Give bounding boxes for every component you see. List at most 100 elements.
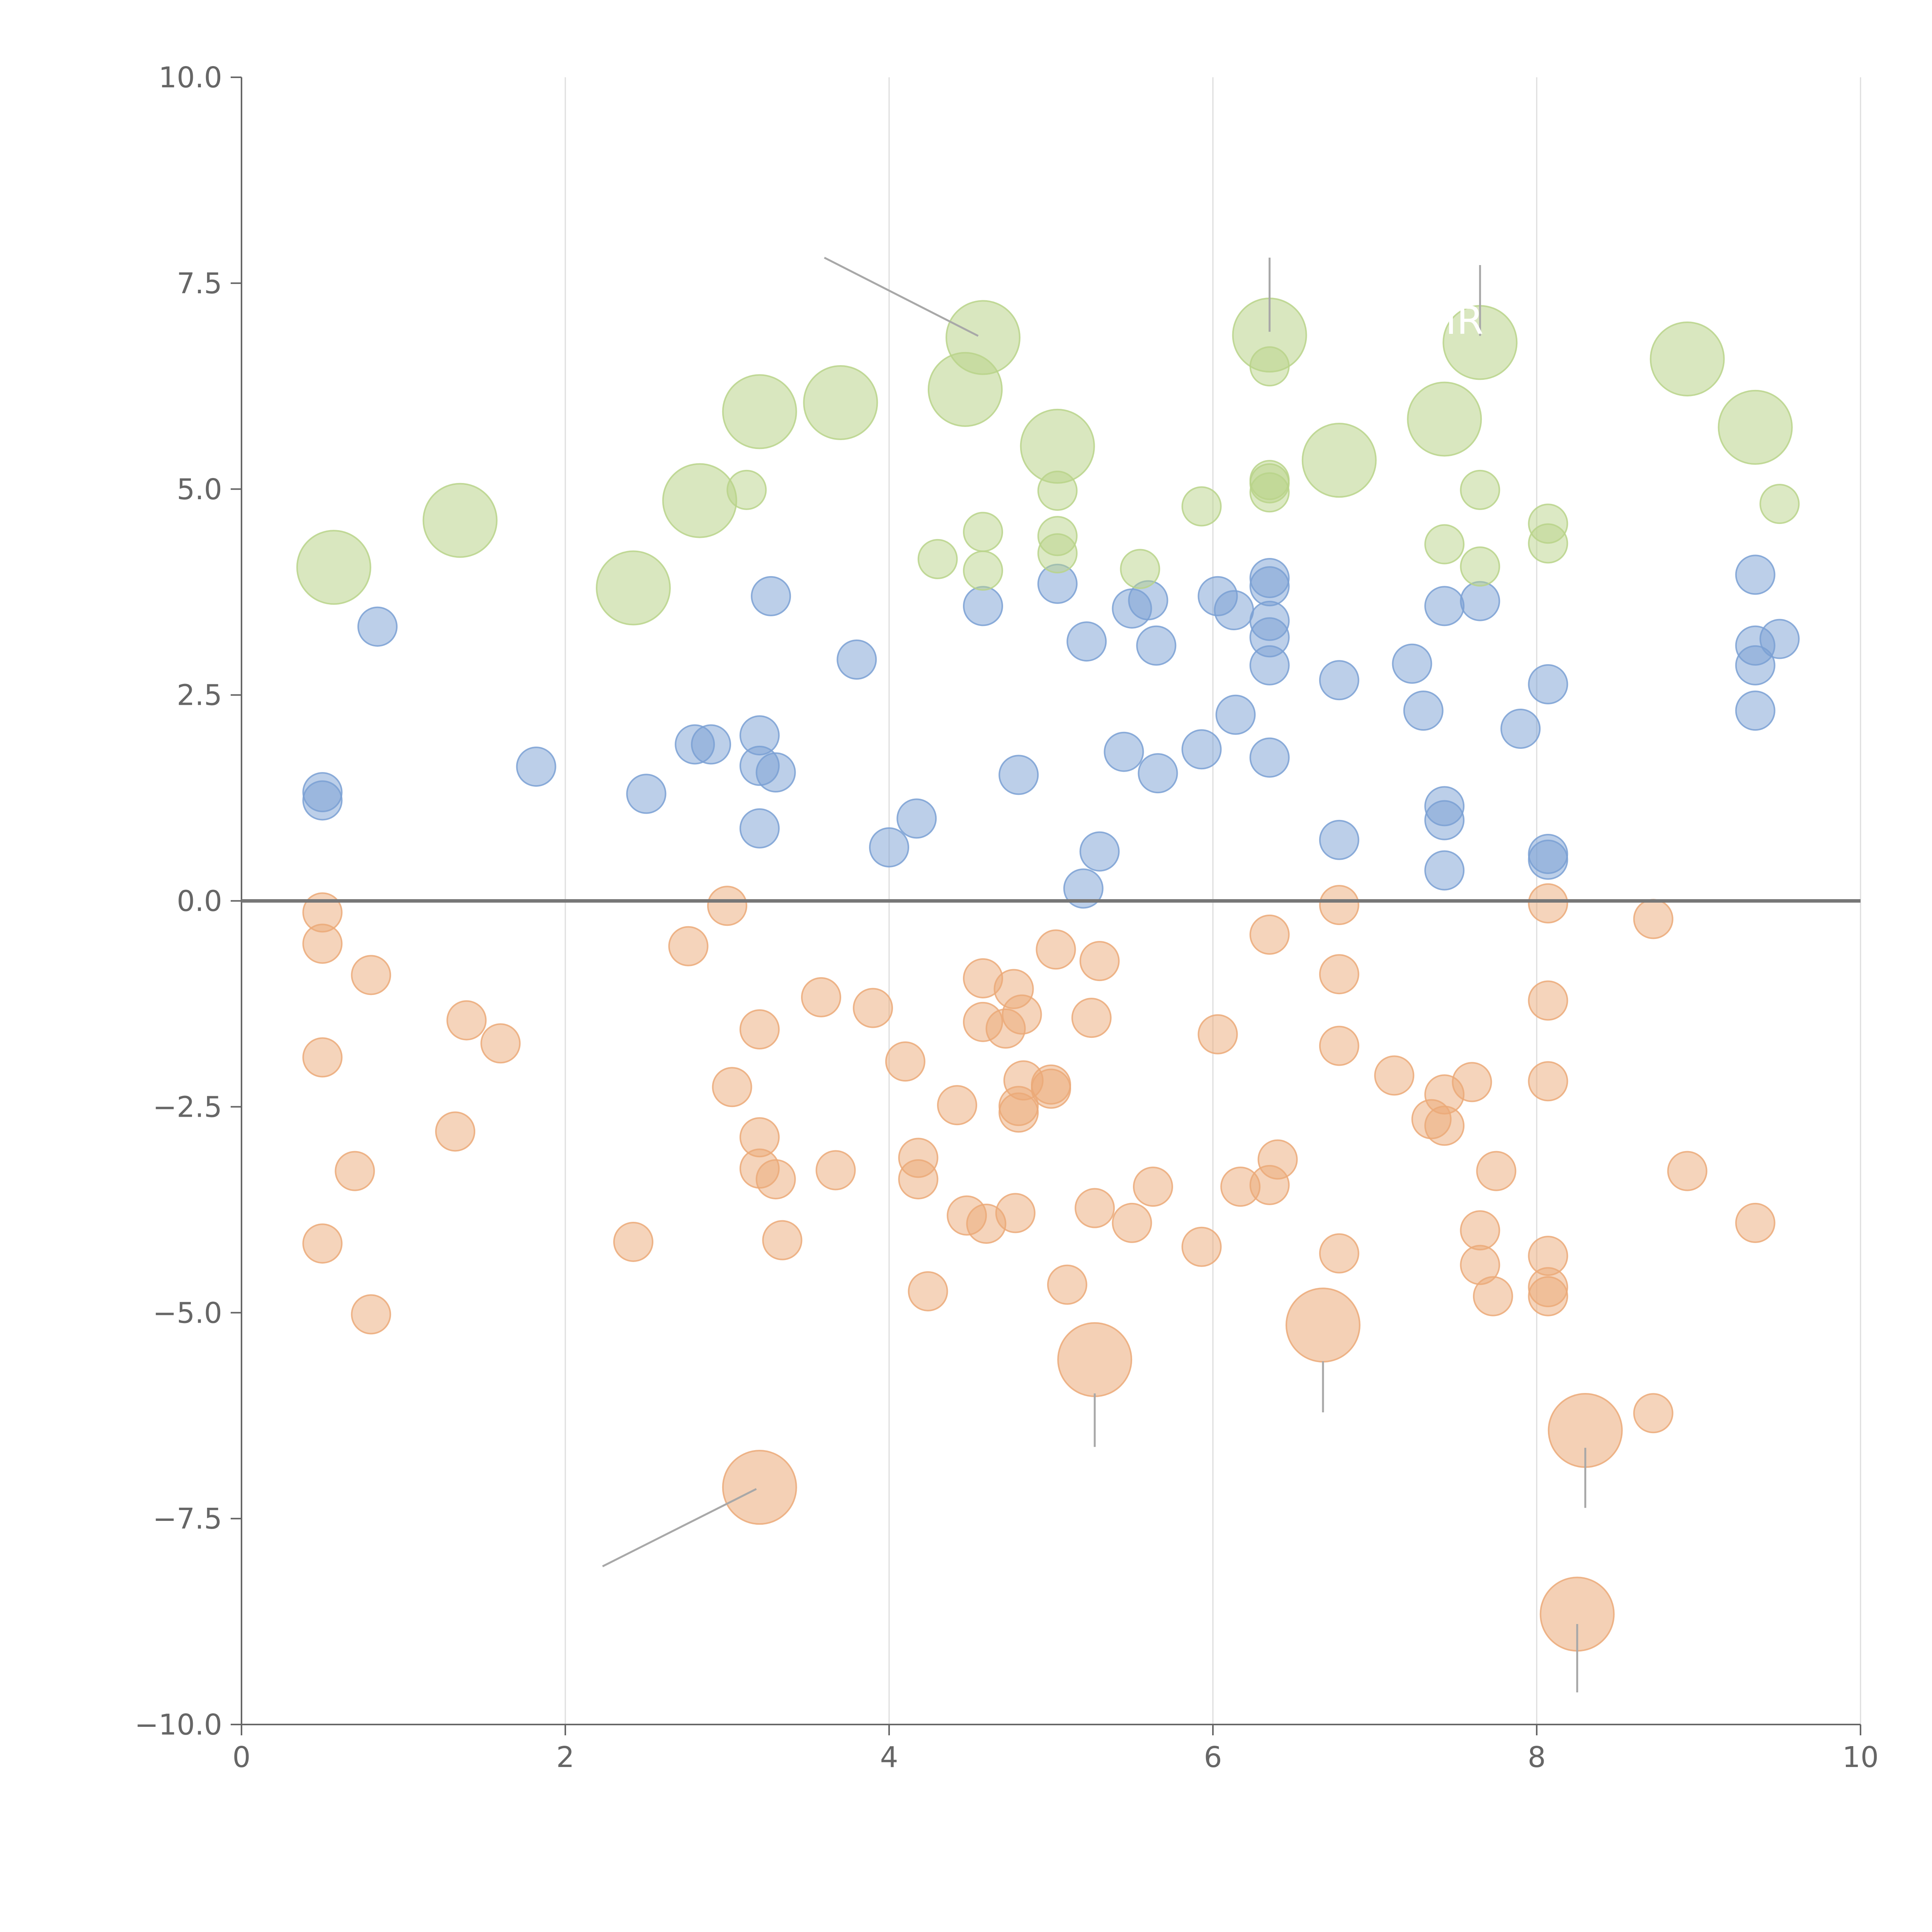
orange-data-point (1002, 994, 1042, 1035)
orange-data-point (446, 1000, 487, 1041)
y-tick-label: 5.0 (177, 473, 222, 506)
blue-data-point (1528, 839, 1568, 880)
blue-data-point (1735, 645, 1776, 685)
orange-data-point (1133, 1167, 1173, 1207)
blue-data-point (739, 808, 780, 849)
callout-line (602, 1488, 757, 1567)
blue-data-point (1424, 586, 1465, 626)
green-data-point (1759, 484, 1800, 524)
blue-data-point (1319, 820, 1359, 860)
green-highlight-point (1718, 389, 1793, 465)
orange-data-point (755, 1159, 796, 1199)
x-tick-label: 10 (1842, 1741, 1879, 1774)
blue-data-point (1104, 731, 1144, 772)
blue-data-point (691, 724, 731, 765)
orange-data-point (613, 1221, 653, 1262)
orange-data-point (1319, 1233, 1359, 1274)
green-data-point (1528, 523, 1568, 564)
orange-data-point (1319, 885, 1359, 925)
blue-data-point (1500, 709, 1541, 749)
blue-data-point (869, 827, 909, 867)
green-data-point (1120, 549, 1160, 589)
orange-data-point (1181, 1226, 1222, 1267)
blue-data-point (1759, 619, 1800, 659)
green-highlight-point (946, 300, 1021, 375)
blue-data-point (1181, 729, 1222, 770)
blue-data-point (1066, 621, 1107, 662)
x-tick-label: 2 (556, 1741, 574, 1774)
blue-data-point (302, 780, 343, 821)
orange-data-point (1047, 1264, 1087, 1305)
green-data-point (1460, 546, 1500, 587)
data-points (296, 298, 1800, 1652)
orange-data-point (1249, 914, 1290, 955)
x-tick-label: 8 (1527, 1741, 1546, 1774)
blue-data-point (1063, 868, 1104, 909)
blue-data-point (751, 576, 791, 616)
x-tick-label: 4 (880, 1741, 898, 1774)
orange-data-point (815, 1150, 856, 1190)
orange-data-point (1735, 1202, 1776, 1243)
green-highlight-point (1650, 321, 1725, 396)
orange-data-point (739, 1009, 780, 1050)
green-data-point (963, 550, 1003, 591)
orange-data-point (435, 1111, 476, 1152)
y-tick-label: 10.0 (158, 61, 222, 94)
orange-data-point (1528, 1276, 1568, 1316)
orange-data-point (351, 1294, 391, 1335)
point-labels: IR (1445, 298, 1483, 343)
orange-data-point (885, 1041, 925, 1082)
orange-data-point (351, 955, 391, 995)
blue-data-point (357, 606, 398, 647)
orange-highlight-point (1285, 1287, 1361, 1363)
orange-data-point (937, 1085, 977, 1126)
green-highlight-point (662, 463, 737, 538)
orange-data-point (668, 926, 709, 966)
y-tick-label: 2.5 (177, 679, 222, 712)
orange-data-point (898, 1159, 939, 1199)
y-tick-label: −2.5 (153, 1090, 222, 1124)
orange-data-point (1031, 1068, 1071, 1109)
orange-data-point (853, 988, 893, 1028)
blue-data-point (1249, 737, 1290, 778)
green-data-point (1424, 524, 1465, 565)
orange-data-point (1528, 1061, 1568, 1102)
green-highlight-point (1020, 408, 1095, 484)
blue-data-point (998, 755, 1039, 795)
orange-data-point (302, 1223, 343, 1264)
orange-data-point (1452, 1062, 1492, 1102)
green-data-point (1181, 486, 1222, 527)
blue-data-point (1392, 643, 1432, 684)
orange-data-point (908, 1271, 948, 1311)
y-tick-label: −5.0 (153, 1296, 222, 1330)
green-highlight-point (722, 374, 797, 449)
blue-data-point (837, 639, 877, 680)
orange-data-point (302, 923, 343, 964)
green-highlight-point (296, 530, 371, 605)
blue-data-point (1424, 850, 1465, 891)
orange-data-point (1112, 1202, 1152, 1243)
green-data-point (917, 539, 958, 579)
orange-data-point (1633, 899, 1673, 939)
orange-data-point (1071, 998, 1112, 1038)
green-data-point (963, 512, 1003, 552)
blue-data-point (896, 798, 937, 839)
green-data-point (1249, 472, 1290, 513)
blue-data-point (1735, 690, 1776, 731)
orange-data-point (1476, 1151, 1517, 1191)
orange-data-point (1257, 1139, 1298, 1180)
orange-data-point (1667, 1151, 1708, 1191)
blue-data-point (516, 747, 556, 787)
point-label: IR (1445, 298, 1483, 343)
orange-data-point (302, 1037, 343, 1078)
orange-data-point (335, 1151, 375, 1191)
x-tick-label: 0 (232, 1741, 250, 1774)
orange-data-point (1528, 980, 1568, 1021)
orange-highlight-point (722, 1450, 797, 1525)
blue-data-point (626, 774, 667, 814)
x-tick-label: 6 (1204, 1741, 1222, 1774)
orange-data-point (712, 1067, 752, 1107)
y-tick-label: −7.5 (153, 1502, 222, 1536)
